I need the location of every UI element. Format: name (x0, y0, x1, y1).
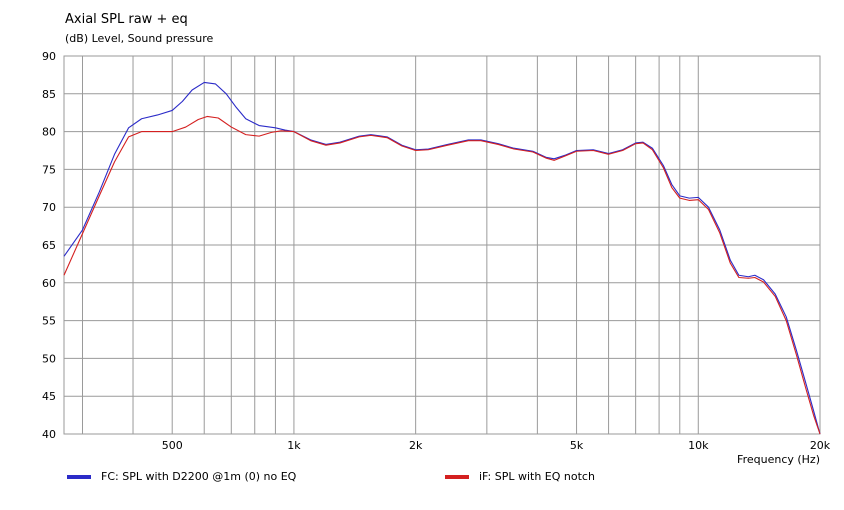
legend-swatch-if (445, 474, 469, 479)
series-line-1 (63, 115, 821, 435)
y-tick-label: 80 (42, 126, 56, 139)
legend-item-fc: FC: SPL with D2200 @1m (0) no EQ (67, 470, 296, 483)
x-tick-label: 500 (162, 439, 183, 452)
x-tick-label: 10k (688, 439, 709, 452)
y-tick-label: 45 (42, 390, 56, 403)
legend-label-if: iF: SPL with EQ notch (479, 470, 595, 483)
x-tick-label: 2k (409, 439, 423, 452)
x-axis-label: Frequency (Hz) (737, 453, 820, 466)
x-tick-label: 20k (810, 439, 831, 452)
y-tick-label: 90 (42, 50, 56, 63)
y-tick-label: 55 (42, 315, 56, 328)
series-line-0 (63, 81, 821, 435)
y-tick-label: 85 (42, 88, 56, 101)
x-tick-label: 1k (287, 439, 301, 452)
chart-title: Axial SPL raw + eq (65, 12, 188, 27)
legend-item-if: iF: SPL with EQ notch (445, 470, 595, 483)
y-axis-label: (dB) Level, Sound pressure (65, 32, 214, 45)
legend-label-fc: FC: SPL with D2200 @1m (0) no EQ (101, 470, 297, 483)
y-tick-label: 50 (42, 352, 56, 365)
x-tick-label: 5k (570, 439, 584, 452)
y-tick-label: 60 (42, 277, 56, 290)
y-tick-label: 75 (42, 163, 56, 176)
y-tick-label: 40 (42, 428, 56, 441)
legend-swatch-fc (67, 474, 91, 479)
y-tick-label: 65 (42, 239, 56, 252)
y-tick-label: 70 (42, 201, 56, 214)
